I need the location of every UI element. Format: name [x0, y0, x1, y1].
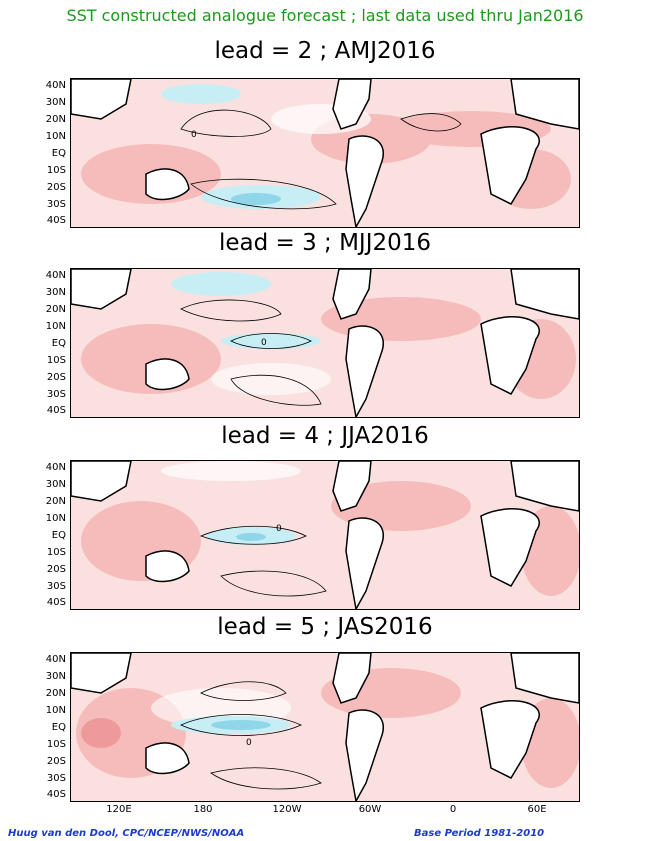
lat-label: 20S [46, 756, 66, 767]
map-panel-lead-3: 0 [70, 268, 580, 418]
map-panel-lead-5: 0 [70, 652, 580, 802]
lat-label: 10N [45, 321, 66, 332]
lat-label: 10N [45, 705, 66, 716]
lat-label: 30N [45, 287, 66, 298]
lat-label: 30S [46, 581, 66, 592]
lon-label: 180 [193, 804, 213, 815]
lat-label: 30S [46, 389, 66, 400]
lat-label: 30S [46, 199, 66, 210]
panel-title-lead-5: lead = 5 ; JAS2016 [217, 614, 433, 640]
lat-label: 10S [46, 165, 66, 176]
lat-label: EQ [51, 338, 66, 349]
contour-label: 0 [261, 338, 267, 348]
contour-label: 0 [246, 738, 252, 748]
lat-label: 40N [45, 270, 66, 281]
lon-label: 60W [358, 804, 382, 815]
panel-title-lead-4: lead = 4 ; JJA2016 [221, 423, 429, 449]
lat-label: 30S [46, 773, 66, 784]
lat-label: 20N [45, 304, 66, 315]
lat-label: 40S [46, 597, 66, 608]
lat-label: 30N [45, 97, 66, 108]
lat-label: 10N [45, 513, 66, 524]
lat-label: 40S [46, 789, 66, 800]
panel-title-lead-3: lead = 3 ; MJJ2016 [218, 230, 432, 256]
lat-label: 10S [46, 355, 66, 366]
lon-label: 120E [106, 804, 132, 815]
lat-label: EQ [51, 148, 66, 159]
lon-label: 60E [527, 804, 547, 815]
lat-label: 20S [46, 564, 66, 575]
lat-label: EQ [51, 530, 66, 541]
lat-label: 40S [46, 405, 66, 416]
lat-label: 10S [46, 739, 66, 750]
footer-credit: Huug van den Dool, CPC/NCEP/NWS/NOAA [8, 828, 245, 839]
lat-label: 30N [45, 671, 66, 682]
lat-label: 30N [45, 479, 66, 490]
lon-label: 0 [449, 804, 457, 815]
footer-base-period: Base Period 1981-2010 [414, 828, 545, 839]
lat-label: 10S [46, 547, 66, 558]
contour-label: 0 [191, 130, 197, 140]
lat-label: EQ [51, 722, 66, 733]
map-panel-lead-4: 0 [70, 460, 580, 610]
lat-label: 20S [46, 372, 66, 383]
lon-label: 120W [272, 804, 302, 815]
panel-title-lead-2: lead = 2 ; AMJ2016 [214, 38, 436, 64]
lat-label: 20S [46, 182, 66, 193]
lat-label: 20N [45, 688, 66, 699]
map-panel-lead-2: 0 [70, 78, 580, 228]
contour-label: 0 [276, 524, 282, 534]
lat-label: 40S [46, 215, 66, 226]
lat-label: 40N [45, 654, 66, 665]
lat-label: 40N [45, 462, 66, 473]
lat-label: 20N [45, 496, 66, 507]
lat-label: 10N [45, 131, 66, 142]
lat-label: 40N [45, 80, 66, 91]
figure-title: SST constructed analogue forecast ; last… [66, 6, 584, 25]
lat-label: 20N [45, 114, 66, 125]
